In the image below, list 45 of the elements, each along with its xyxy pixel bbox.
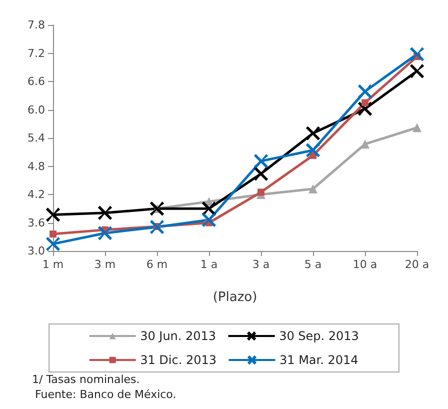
point bbox=[202, 213, 216, 227]
y-tick-label: 3.0 bbox=[28, 244, 45, 258]
point bbox=[412, 123, 422, 132]
x-axis-title: (Plazo) bbox=[212, 290, 258, 305]
source-note: Fuente: Banco de México. bbox=[35, 388, 176, 401]
point bbox=[308, 184, 318, 194]
point bbox=[202, 202, 216, 216]
point bbox=[98, 206, 112, 220]
point bbox=[306, 143, 320, 158]
legend-label: 30 Sep. 2013 bbox=[279, 329, 359, 343]
y-tick-label: 5.4 bbox=[28, 132, 45, 144]
point bbox=[98, 226, 112, 240]
point bbox=[150, 220, 164, 234]
text: 1/ Tasas nominales. bbox=[32, 373, 140, 386]
point bbox=[254, 166, 268, 181]
point bbox=[258, 188, 264, 196]
point bbox=[46, 208, 60, 222]
legend-label: 31 Mar. 2014 bbox=[279, 353, 358, 367]
y-tick-label: 7.8 bbox=[28, 18, 45, 32]
x-tick-label: 1 a bbox=[200, 258, 218, 271]
x-tick-label: 5 a bbox=[304, 258, 322, 271]
y-tick-label: 4.2 bbox=[28, 188, 45, 201]
point bbox=[150, 202, 164, 216]
point bbox=[254, 154, 268, 168]
x-tick-label: 1 m bbox=[42, 258, 64, 271]
y-tick-label: 7.2 bbox=[28, 46, 45, 60]
y-tick-label: 3.6 bbox=[28, 216, 45, 230]
y-tick-label: 6.0 bbox=[28, 103, 45, 116]
legend-label: 30 Jun. 2013 bbox=[140, 329, 216, 343]
point bbox=[410, 64, 424, 78]
x-tick-label: 10 a bbox=[352, 258, 378, 271]
y-tick-label: 6.6 bbox=[28, 75, 45, 88]
point bbox=[410, 47, 424, 62]
x-tick-label: 3 m bbox=[94, 258, 116, 271]
x-tick-label: 3 a bbox=[252, 258, 270, 271]
point bbox=[362, 99, 368, 106]
point bbox=[306, 126, 320, 140]
x-tick-label: 20 a bbox=[404, 258, 430, 271]
x-tick-label: 6 m bbox=[146, 258, 168, 271]
legend-label: 31 Dic. 2013 bbox=[140, 353, 216, 367]
point bbox=[360, 140, 370, 149]
point bbox=[358, 84, 372, 98]
point bbox=[46, 237, 60, 251]
y-tick-label: 4.8 bbox=[28, 160, 45, 173]
point bbox=[50, 230, 56, 238]
